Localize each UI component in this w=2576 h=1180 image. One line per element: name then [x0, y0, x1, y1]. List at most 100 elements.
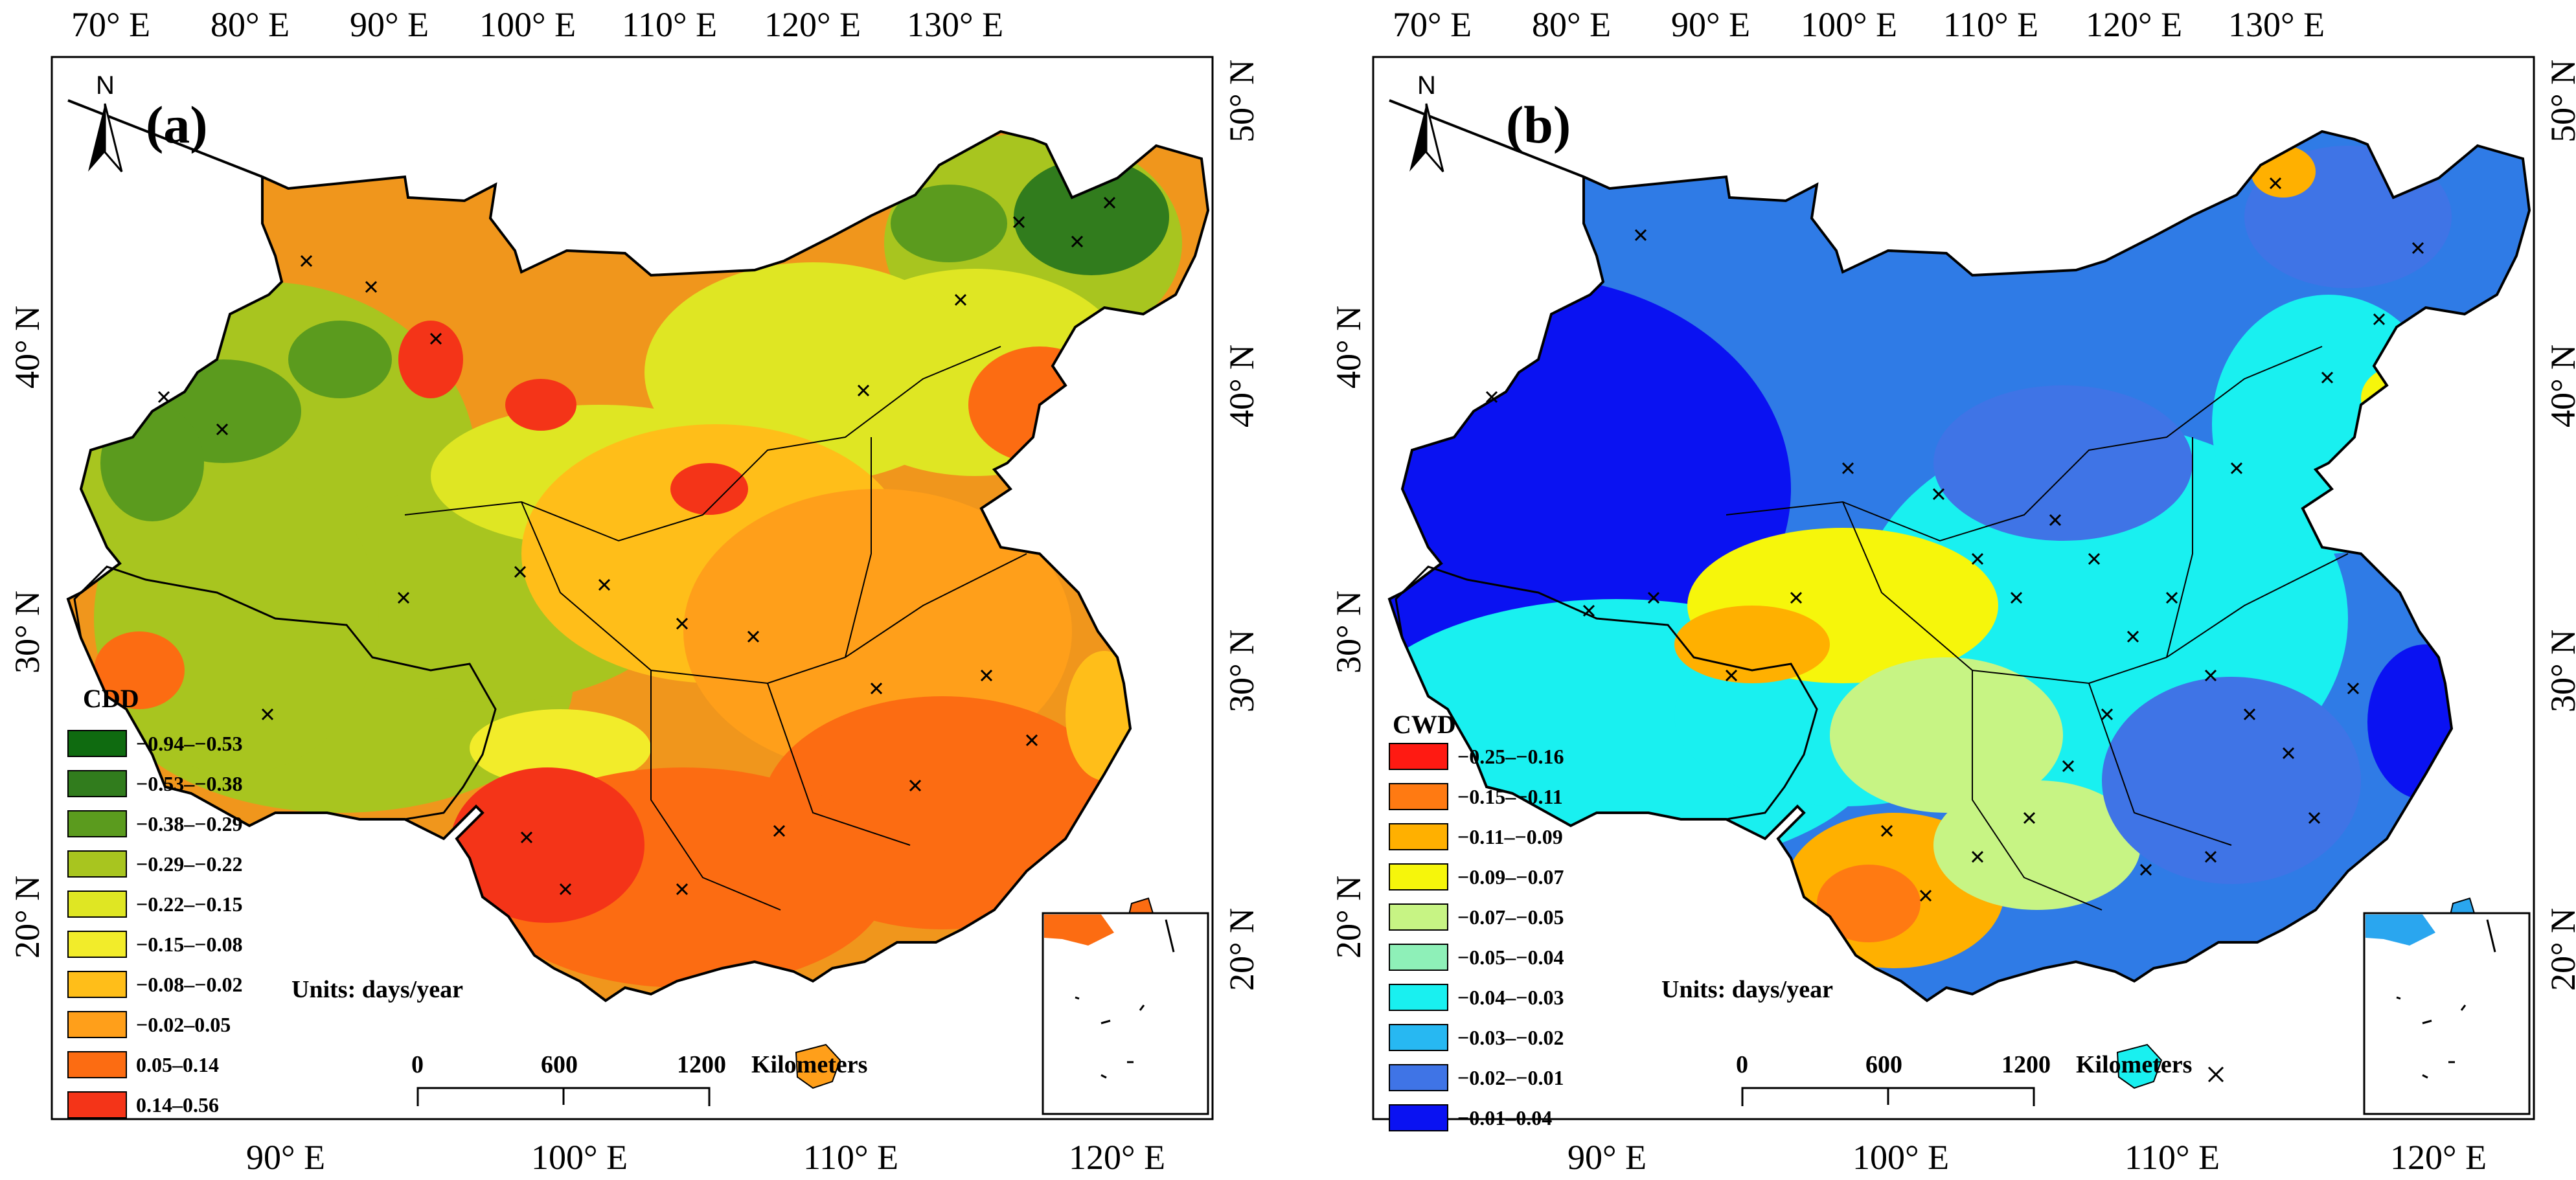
- south-china-sea-inset: [1042, 912, 1209, 1115]
- bottom-tick: 100° E: [531, 1138, 628, 1177]
- right-tick: 40° N: [2544, 345, 2576, 427]
- legend-swatch: [1389, 1064, 1448, 1091]
- legend-swatch: [67, 1051, 127, 1078]
- north-label: N: [96, 71, 115, 100]
- bottom-tick: 90° E: [246, 1138, 325, 1177]
- south-china-sea-inset: [2363, 912, 2531, 1115]
- right-tick: 40° N: [1222, 345, 1261, 427]
- legend-label: −0.01–0.04: [1457, 1106, 1552, 1129]
- right-tick: 50° N: [2544, 60, 2576, 142]
- legend-swatch: [1389, 903, 1448, 931]
- legend-swatch: [67, 1011, 127, 1038]
- legend-label: −0.25–−0.16: [1457, 745, 1564, 768]
- axis-ticks-b: 70° E 80° E 90° E 100° E 110° E 120° E 1…: [1329, 5, 2576, 1177]
- bottom-tick: 100° E: [1852, 1138, 1949, 1177]
- legend-swatch: [67, 730, 127, 757]
- scale-bar-b: 0 600 1200 Kilometers: [1736, 1051, 2192, 1106]
- top-tick: 70° E: [1393, 5, 1472, 44]
- legend-label: −0.09–−0.07: [1457, 865, 1564, 889]
- panel-b-cwd-map: 70° E 80° E 90° E 100° E 110° E 120° E 1…: [1329, 5, 2576, 1177]
- legend-swatch: [67, 770, 127, 797]
- legend-label: −0.22–−0.15: [136, 892, 242, 916]
- legend-swatch: [1389, 1024, 1448, 1051]
- legend-label: −0.15–−0.08: [136, 933, 242, 956]
- legend-label: 0.14–0.56: [136, 1093, 219, 1117]
- scale-label: 0: [411, 1051, 424, 1078]
- bottom-tick: 120° E: [2390, 1138, 2487, 1177]
- units-label: Units: days/year: [291, 976, 463, 1003]
- legend-swatch: [1389, 1104, 1448, 1131]
- legend-swatch: [67, 1091, 127, 1118]
- legend-title: CDD: [83, 684, 139, 713]
- legend-label: 0.05–0.14: [136, 1053, 219, 1076]
- legend-swatch: [67, 810, 127, 837]
- left-tick: 20° N: [1329, 876, 1368, 959]
- legend-swatch: [1389, 984, 1448, 1011]
- panel-label: (b): [1506, 95, 1571, 154]
- legend-label: −0.07–−0.05: [1457, 905, 1564, 929]
- legend-label: −0.94–−0.53: [136, 732, 242, 755]
- legend-label: −0.05–−0.04: [1457, 946, 1564, 969]
- top-tick: 90° E: [1671, 5, 1750, 44]
- scale-label: 0: [1736, 1051, 1748, 1078]
- legend-swatch: [1389, 944, 1448, 971]
- station-markers: [157, 196, 1116, 896]
- top-tick: 100° E: [479, 5, 576, 44]
- station-markers: [1485, 177, 2424, 902]
- scale-label: 1200: [2001, 1051, 2051, 1078]
- legend-b: CWD −0.25–−0.16 −0.15–−0.11 −0.11–−0.09 −0.…: [1389, 710, 1564, 1131]
- scale-label: 1200: [677, 1051, 726, 1078]
- north-arrow-icon: N: [1409, 71, 1444, 172]
- panel-label: (a): [146, 95, 208, 154]
- legend-swatch: [67, 971, 127, 998]
- right-tick: 30° N: [1222, 630, 1261, 712]
- scale-label: Kilometers: [2076, 1051, 2192, 1078]
- right-tick: 20° N: [2544, 908, 2576, 991]
- scale-bar-a: 0 600 1200 Kilometers: [411, 1051, 867, 1106]
- legend-label: −0.02–−0.01: [1457, 1066, 1564, 1089]
- panel-a-cdd-map: 70° E 80° E 90° E 100° E 110° E 120° E 1…: [8, 5, 1261, 1177]
- legend-swatch: [1389, 863, 1448, 891]
- left-tick: 30° N: [8, 591, 47, 674]
- left-tick: 40° N: [8, 306, 47, 389]
- north-label: N: [1417, 71, 1436, 100]
- scale-label: 600: [1865, 1051, 1902, 1078]
- right-tick: 20° N: [1222, 908, 1261, 991]
- legend-title: CWD: [1393, 710, 1456, 739]
- north-arrow-icon: N: [88, 71, 123, 172]
- legend-label: −0.04–−0.03: [1457, 986, 1564, 1009]
- legend-label: −0.53–−0.38: [136, 772, 242, 795]
- top-tick: 130° E: [2228, 5, 2325, 44]
- legend-swatch: [1389, 783, 1448, 810]
- left-tick: 30° N: [1329, 591, 1368, 674]
- axis-ticks-a: 70° E 80° E 90° E 100° E 110° E 120° E 1…: [8, 5, 1261, 1177]
- top-tick: 110° E: [1943, 5, 2038, 44]
- top-tick: 120° E: [2086, 5, 2182, 44]
- top-tick: 90° E: [350, 5, 429, 44]
- top-tick: 100° E: [1801, 5, 1897, 44]
- legend-a: CDD −0.94–−0.53 −0.53–−0.38 −0.38–−0.29 −0.…: [67, 684, 242, 1118]
- legend-label: −0.02–0.05: [136, 1013, 231, 1036]
- left-tick: 20° N: [8, 876, 47, 959]
- top-tick: 110° E: [622, 5, 717, 44]
- top-tick: 80° E: [211, 5, 290, 44]
- top-tick: 70° E: [71, 5, 150, 44]
- bottom-tick: 110° E: [2125, 1138, 2220, 1177]
- bottom-tick: 90° E: [1567, 1138, 1647, 1177]
- top-tick: 120° E: [764, 5, 861, 44]
- right-tick: 30° N: [2544, 630, 2576, 712]
- scale-label: Kilometers: [751, 1051, 867, 1078]
- legend-swatch: [67, 850, 127, 878]
- bottom-tick: 120° E: [1069, 1138, 1165, 1177]
- legend-swatch: [1389, 743, 1448, 770]
- legend-swatch: [67, 891, 127, 918]
- legend-label: −0.38–−0.29: [136, 812, 242, 835]
- legend-label: −0.11–−0.09: [1457, 825, 1563, 848]
- legend-label: −0.15–−0.11: [1457, 785, 1563, 808]
- legend-swatch: [1389, 823, 1448, 850]
- bottom-tick: 110° E: [803, 1138, 898, 1177]
- legend-swatch: [67, 931, 127, 958]
- top-tick: 80° E: [1532, 5, 1611, 44]
- left-tick: 40° N: [1329, 306, 1368, 389]
